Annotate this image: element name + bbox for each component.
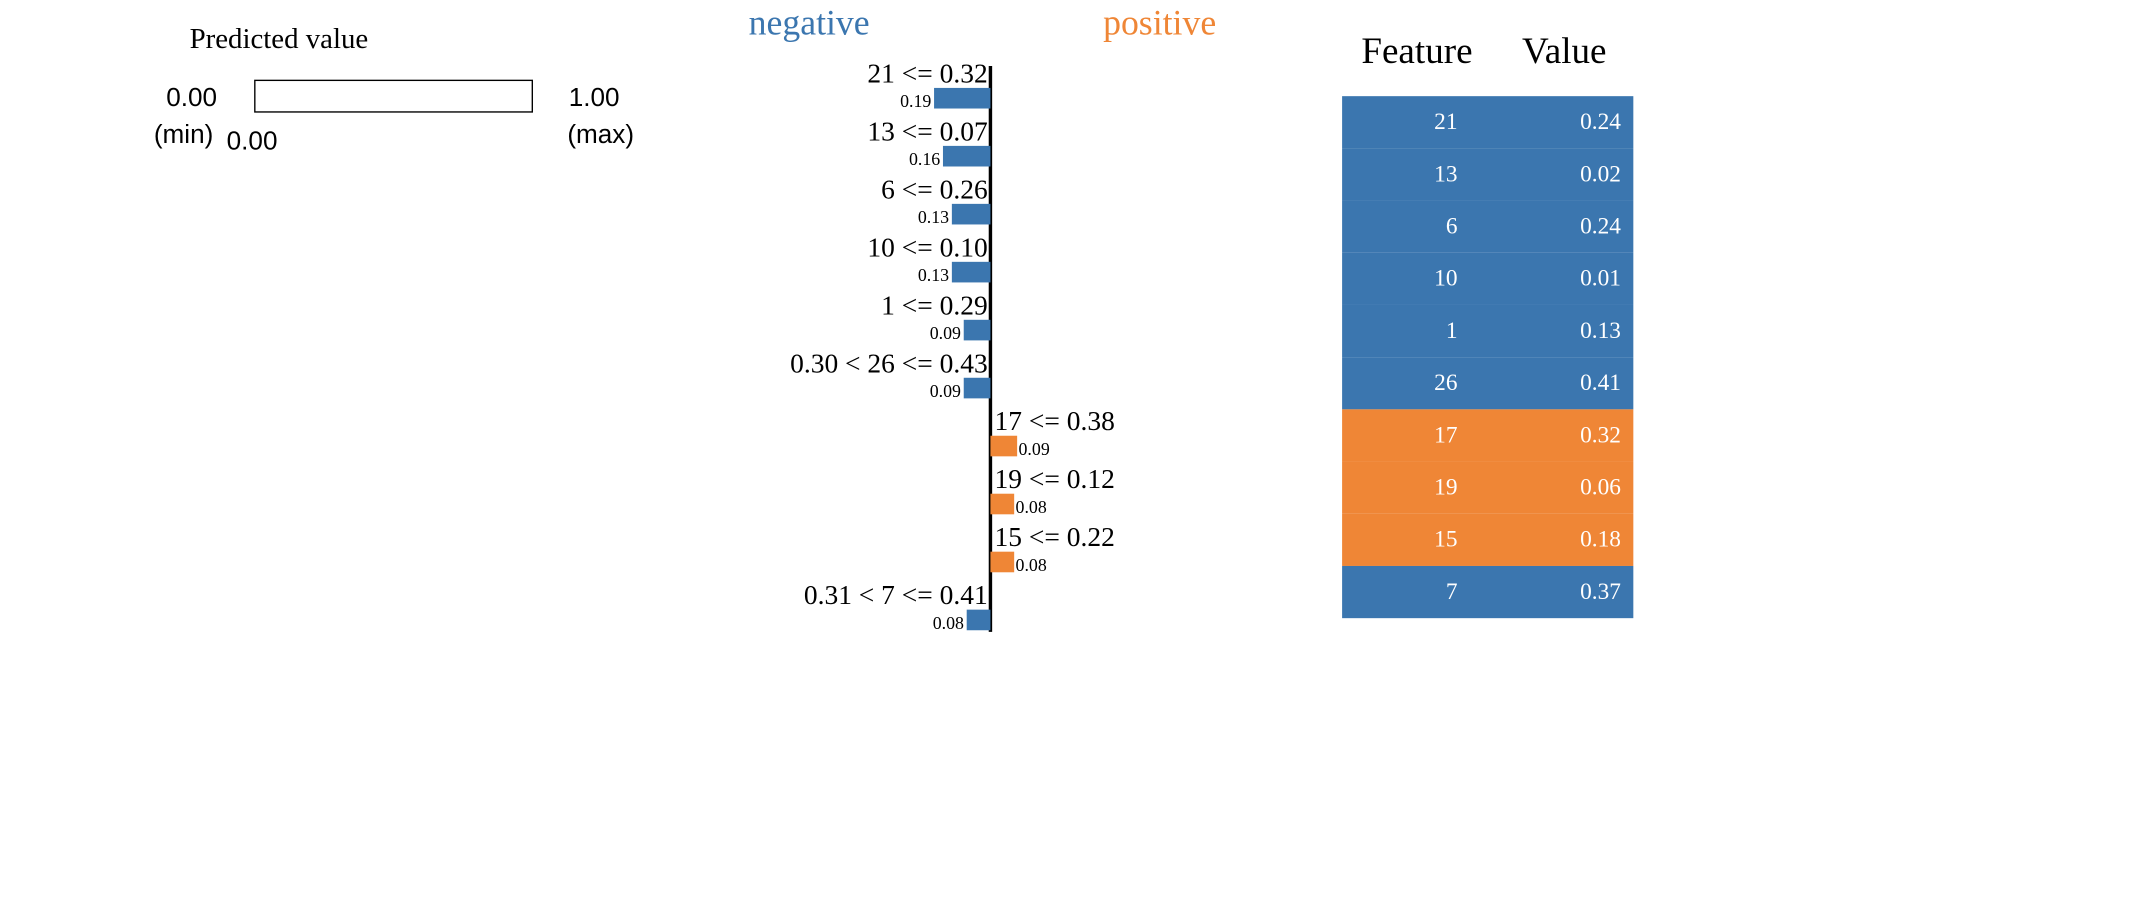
condition-label: 10 <= 0.10 — [867, 232, 987, 262]
table-cell-feature: 26 — [1434, 369, 1458, 396]
legend-positive-label: positive — [1103, 2, 1217, 43]
contribution-value-label: 0.13 — [918, 207, 949, 227]
condition-label: 0.30 < 26 <= 0.43 — [790, 348, 988, 378]
contribution-value-label: 0.09 — [1019, 439, 1050, 459]
table-cell-feature: 19 — [1434, 473, 1458, 501]
table-cell-feature: 17 — [1434, 421, 1458, 448]
contribution-bar — [934, 87, 991, 109]
table-cell-feature: 7 — [1445, 578, 1458, 605]
table-row: 21 0.24 — [1342, 96, 1634, 149]
condition-label: 19 <= 0.12 — [995, 464, 1115, 494]
contribution-bar — [966, 609, 991, 631]
contribution-bar — [963, 319, 991, 341]
table-row: 26 0.41 — [1342, 357, 1634, 410]
table-row: 19 0.06 — [1342, 461, 1634, 514]
contribution-bar — [963, 377, 991, 399]
contribution-bar — [951, 261, 991, 283]
table-header-value: Value — [1522, 30, 1607, 72]
table-row: 1 0.13 — [1342, 304, 1634, 358]
table-header-feature: Feature — [1361, 30, 1473, 72]
predicted-min-value: 0.00 — [166, 83, 218, 113]
condition-label: 6 <= 0.26 — [881, 174, 988, 204]
table-cell-value: 0.24 — [1580, 108, 1621, 135]
table-row: 17 0.32 — [1342, 409, 1634, 462]
contribution-value-label: 0.08 — [933, 613, 964, 633]
table-cell-value: 0.41 — [1580, 369, 1621, 396]
contribution-bar — [942, 145, 991, 167]
condition-label: 15 <= 0.22 — [995, 522, 1115, 552]
table-row: 15 0.18 — [1342, 513, 1634, 566]
feature-value-table: 21 0.24 13 0.02 6 0.24 10 0.01 1 0.13 26 0.41 17 0.32… — [1342, 96, 1634, 619]
table-cell-value: 0.32 — [1580, 421, 1621, 448]
predicted-min-label: (min) — [153, 120, 214, 150]
condition-label: 1 <= 0.29 — [881, 290, 988, 320]
condition-label: 21 <= 0.32 — [867, 58, 987, 88]
predicted-max-label: (max) — [567, 120, 635, 150]
table-cell-value: 0.13 — [1580, 317, 1621, 344]
contribution-value-label: 0.19 — [900, 91, 931, 111]
predicted-current-value: 0.00 — [226, 127, 278, 157]
contribution-chart: 21 <= 0.32 0.19 13 <= 0.07 0.16 6 <= 0.26 0.1… — [790, 58, 1115, 633]
legend-negative-label: negative — [748, 2, 870, 43]
contribution-value-label: 0.08 — [1016, 497, 1047, 517]
predicted-value-title: Predicted value — [189, 21, 369, 55]
table-row: 7 0.37 — [1342, 565, 1634, 619]
condition-label: 13 <= 0.07 — [867, 116, 987, 146]
contribution-bar — [990, 551, 1015, 573]
table-cell-value: 0.37 — [1580, 578, 1621, 605]
table-row: 6 0.24 — [1342, 200, 1634, 253]
table-cell-value: 0.06 — [1580, 473, 1621, 501]
contribution-value-label: 0.09 — [930, 323, 961, 343]
table-cell-value: 0.01 — [1580, 265, 1621, 292]
contribution-bar — [990, 493, 1015, 515]
table-cell-feature: 15 — [1434, 526, 1458, 553]
table-cell-feature: 6 — [1445, 212, 1458, 240]
condition-label: 0.31 < 7 <= 0.41 — [804, 580, 988, 610]
contribution-value-label: 0.09 — [930, 381, 961, 401]
table-cell-value: 0.02 — [1580, 160, 1621, 187]
table-cell-feature: 10 — [1434, 265, 1458, 292]
table-cell-value: 0.18 — [1580, 526, 1621, 553]
condition-label: 17 <= 0.38 — [995, 406, 1115, 436]
contribution-value-label: 0.08 — [1016, 555, 1047, 575]
table-row: 13 0.02 — [1342, 148, 1634, 201]
contribution-bar — [951, 203, 991, 225]
predicted-value-bar — [254, 79, 533, 113]
contribution-bar — [990, 435, 1018, 457]
contribution-value-label: 0.13 — [918, 265, 949, 285]
contribution-value-label: 0.16 — [909, 149, 940, 169]
predicted-max-value: 1.00 — [568, 83, 620, 113]
table-cell-feature: 21 — [1434, 108, 1458, 135]
table-row: 10 0.01 — [1342, 252, 1634, 305]
table-cell-feature: 1 — [1445, 317, 1458, 344]
table-cell-feature: 13 — [1434, 160, 1458, 187]
table-cell-value: 0.24 — [1580, 212, 1621, 240]
